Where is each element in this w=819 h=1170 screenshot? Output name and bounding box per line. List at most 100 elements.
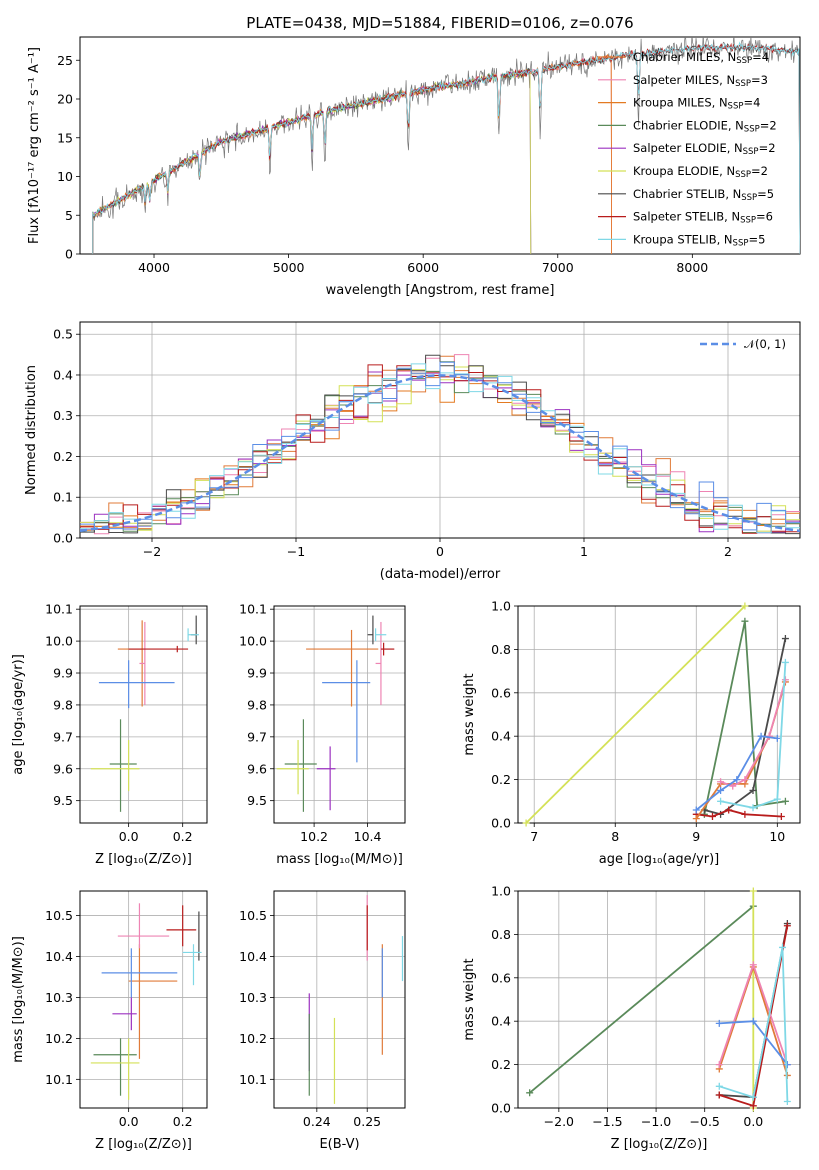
x-tick-label: 4000 xyxy=(138,260,170,275)
plus-marker xyxy=(749,786,757,794)
y-tick-label: 9.6 xyxy=(247,761,267,776)
axes-frame xyxy=(517,605,801,824)
spectrum-title: PLATE=0438, MJD=51884, FIBERID=0106, z=0… xyxy=(246,14,633,32)
plus-marker xyxy=(692,815,700,823)
legend-label: Chabrier MILES, NSSP=4 xyxy=(633,50,769,66)
plus-marker xyxy=(741,602,749,610)
histogram-step-line xyxy=(80,361,800,531)
y-tick-label: 9.5 xyxy=(247,793,267,808)
x-tick-label: 10.4 xyxy=(354,829,382,844)
legend-label: Salpeter STELIB, NSSP=6 xyxy=(633,210,773,226)
axes-frame xyxy=(79,321,801,539)
legend-label: Salpeter MILES, NSSP=3 xyxy=(633,73,768,89)
axes-frame xyxy=(79,36,801,255)
y-tick-label: 15 xyxy=(57,130,73,145)
plus-marker xyxy=(526,1089,534,1097)
y-tick-label: 0.6 xyxy=(491,685,511,700)
plus-marker xyxy=(729,782,737,790)
x-tick-label: 8000 xyxy=(676,260,708,275)
x-axis-label: (data-model)/error xyxy=(380,567,501,582)
plus-marker xyxy=(783,1061,791,1069)
legend-label: 𝒩(0, 1) xyxy=(744,337,786,351)
y-axis-label: mass weight xyxy=(462,673,477,755)
y-tick-label: 0.4 xyxy=(491,729,511,744)
y-tick-label: 0.4 xyxy=(53,367,73,382)
y-axis-label: mass weight xyxy=(462,958,477,1040)
y-tick-label: 10.1 xyxy=(45,1072,73,1087)
plus-marker xyxy=(783,922,791,930)
plus-marker xyxy=(781,658,789,666)
x-tick-label: 0.2 xyxy=(173,829,193,844)
histogram-step-line xyxy=(80,354,800,535)
y-tick-label: 25 xyxy=(57,53,73,68)
y-tick-label: 10.4 xyxy=(45,949,73,964)
x-axis-label: Z [log₁₀(Z/Z⊙)] xyxy=(95,1137,192,1152)
x-tick-label: 0.0 xyxy=(119,829,139,844)
x-axis-label: E(B-V) xyxy=(319,1137,359,1152)
plus-marker xyxy=(715,1091,723,1099)
plus-marker xyxy=(783,1097,791,1105)
y-tick-label: 0.8 xyxy=(491,642,511,657)
x-tick-label: 7000 xyxy=(542,260,574,275)
plus-marker xyxy=(717,797,725,805)
y-tick-label: 1.0 xyxy=(491,599,511,614)
legend-label: Salpeter ELODIE, NSSP=2 xyxy=(633,141,776,157)
x-tick-label: −2 xyxy=(143,544,161,559)
x-tick-label: 1 xyxy=(580,544,588,559)
axes-frame xyxy=(273,890,406,1109)
plus-marker xyxy=(781,797,789,805)
y-tick-label: 10 xyxy=(57,169,73,184)
mass-weight-vs-age-panel: 7 8 9 10 0.0 0.2 0.4 0.6 0.8 1.0 age [log₁₀(age/yr… xyxy=(462,599,801,867)
x-tick-label: 10.2 xyxy=(300,829,328,844)
plus-marker xyxy=(778,943,786,951)
mass-weight-line xyxy=(525,606,746,823)
age-vs-metallicity-panel: 0.0 0.2 9.5 9.6 9.7 9.8 9.9 10.0 10.1 Z [log₁₀(Z/… xyxy=(11,602,208,867)
mass-vs-extinction-panel: 0.24 0.25 10.1 10.2 10.3 10.4 10.5 E(B-V) xyxy=(239,890,406,1152)
y-tick-label: 0.3 xyxy=(53,408,73,423)
mass-weight-vs-metallicity-panel: −2.0 −1.5 −1.0 −0.5 0.0 0.0 0.2 0.4 0.6 0.8 1.0 Z [… xyxy=(462,884,801,1152)
x-tick-label: 5000 xyxy=(273,260,305,275)
y-tick-label: 10.5 xyxy=(45,908,73,923)
y-tick-label: 9.9 xyxy=(247,666,267,681)
plus-marker xyxy=(715,1082,723,1090)
legend-label: Chabrier ELODIE, NSSP=2 xyxy=(633,118,777,134)
axes-frame xyxy=(517,890,801,1109)
y-tick-label: 0.5 xyxy=(53,327,73,342)
x-tick-label: 0.24 xyxy=(303,1114,331,1129)
plus-marker xyxy=(733,776,741,784)
y-tick-label: 10.2 xyxy=(45,1031,73,1046)
model-spectrum-line xyxy=(92,53,612,254)
y-tick-label: 9.8 xyxy=(247,697,267,712)
y-tick-label: 10.2 xyxy=(239,1031,267,1046)
x-tick-label: 8 xyxy=(611,829,619,844)
mass-weight-line xyxy=(719,947,789,1102)
y-axis-label: Normed distribution xyxy=(24,365,39,495)
y-tick-label: 0 xyxy=(65,247,73,262)
x-axis-label: Z [log₁₀(Z/Z⊙)] xyxy=(611,1137,708,1152)
x-tick-label: 0.2 xyxy=(173,1114,193,1129)
y-tick-label: 0.0 xyxy=(491,816,511,831)
spectrum-panel: 4000 5000 6000 7000 8000 0 5 10 15 20 25 wavelength… xyxy=(27,36,801,298)
y-tick-label: 10.3 xyxy=(239,990,267,1005)
plus-marker xyxy=(777,812,785,820)
plus-marker xyxy=(749,1017,757,1025)
y-tick-label: 0.2 xyxy=(491,772,511,787)
y-tick-label: 10.0 xyxy=(45,634,73,649)
axes-frame xyxy=(79,890,208,1109)
mass-weight-line xyxy=(529,905,754,1094)
plus-marker xyxy=(773,795,781,803)
plus-marker xyxy=(741,617,749,625)
y-tick-label: 9.5 xyxy=(53,793,73,808)
y-tick-label: 0.6 xyxy=(491,970,511,985)
x-tick-label: −1.0 xyxy=(641,1114,671,1129)
plus-marker xyxy=(781,676,789,684)
mass-weight-line xyxy=(703,621,786,815)
y-tick-label: 10.1 xyxy=(45,602,73,617)
plus-marker xyxy=(757,732,765,740)
x-axis-label: age [log₁₀(age/yr)] xyxy=(599,852,720,867)
y-tick-label: 0.0 xyxy=(491,1101,511,1116)
x-tick-label: 0.0 xyxy=(743,1114,763,1129)
normal-curve-line xyxy=(80,374,800,533)
y-tick-label: 0.8 xyxy=(491,927,511,942)
